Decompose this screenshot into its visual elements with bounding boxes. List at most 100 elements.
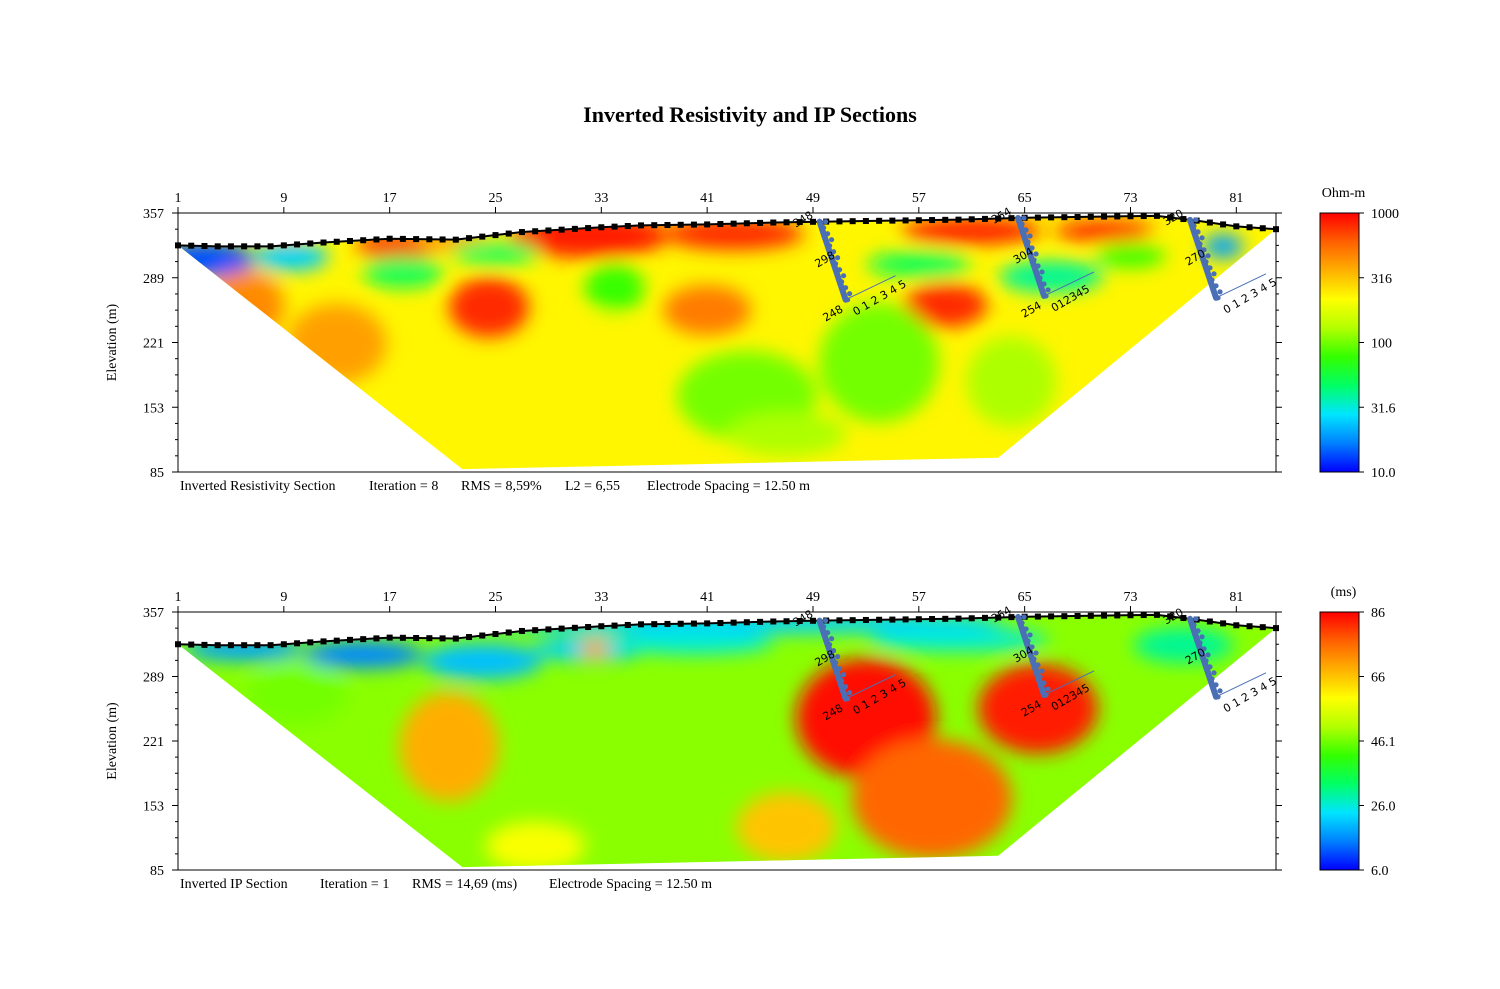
borehole-sample: [829, 636, 835, 642]
x-tick-label: 25: [488, 191, 502, 206]
y-tick-label: 221: [143, 337, 164, 352]
field-anomalies: [184, 614, 1234, 868]
electrode-marker: [704, 620, 711, 627]
y-tick-label: 357: [143, 207, 164, 222]
borehole-sample: [837, 267, 843, 273]
borehole-scale-line: [1043, 670, 1095, 696]
section-title: Inverted Resistivity Section: [180, 479, 336, 494]
borehole-sample: [1019, 620, 1025, 626]
electrode-marker: [942, 216, 949, 223]
electrode-marker: [664, 221, 671, 228]
rms-label: RMS = 14,69 (ms): [412, 877, 517, 892]
electrode-marker: [611, 223, 618, 230]
electrode-marker: [809, 617, 816, 624]
electrode-marker: [1008, 215, 1015, 222]
electrode-marker: [518, 627, 525, 634]
colorbar-unit: Ohm-m: [1322, 186, 1366, 201]
anomaly: [204, 270, 285, 341]
borehole-sample: [1027, 632, 1033, 638]
x-tick-label: 65: [1018, 191, 1032, 206]
colorbar-label: 26.0: [1371, 800, 1396, 815]
borehole-sample: [1207, 664, 1213, 670]
electrode-marker: [1087, 612, 1094, 619]
electrode-marker: [757, 219, 764, 226]
borehole-trace: [816, 617, 849, 702]
colorbar-unit: (ms): [1331, 585, 1357, 600]
electrode-marker: [638, 621, 645, 628]
colorbar-label: 316: [1371, 272, 1392, 287]
borehole-sample: [1035, 263, 1041, 269]
y-axis-label: Elevation (m): [105, 702, 120, 780]
borehole-sample: [1039, 668, 1045, 674]
electrode-marker: [267, 642, 274, 649]
electrode-marker: [1140, 612, 1147, 619]
borehole-sample: [1023, 626, 1029, 632]
electrode-marker: [955, 615, 962, 622]
x-tick-label: 73: [1123, 191, 1137, 206]
borehole-scale-line: [1215, 273, 1267, 299]
electrode-marker: [545, 626, 552, 633]
anomaly: [252, 242, 329, 271]
borehole-sample: [831, 249, 837, 255]
anomaly: [1095, 243, 1166, 268]
electrode-marker: [955, 216, 962, 223]
electrode-marker: [399, 634, 406, 641]
borehole-sample: [1025, 638, 1031, 644]
borehole-sample: [843, 285, 849, 291]
electrode-marker: [1034, 214, 1041, 221]
anomaly: [1203, 234, 1244, 259]
borehole-trace: [1015, 613, 1048, 698]
borehole-sample: [1021, 614, 1027, 620]
electrode-marker: [915, 616, 922, 623]
electrode-marker: [1061, 214, 1068, 221]
anomaly: [663, 217, 804, 250]
anomaly: [852, 738, 1013, 859]
electrode-marker: [333, 637, 340, 644]
electrode-marker: [770, 618, 777, 625]
borehole-sample: [831, 648, 837, 654]
anomaly: [561, 313, 642, 374]
borehole-sample: [1199, 235, 1205, 241]
electrode-marker: [836, 218, 843, 225]
electrode-marker: [1259, 624, 1266, 631]
borehole-sample: [835, 654, 841, 660]
anomaly: [819, 302, 940, 423]
anomaly: [901, 218, 1042, 245]
borehole-sample: [1201, 247, 1207, 253]
electrode-marker: [413, 236, 420, 243]
electrode-marker: [995, 614, 1002, 621]
borehole-trace: [1015, 214, 1048, 299]
x-tick-label: 81: [1229, 590, 1243, 605]
borehole-sample: [825, 630, 831, 636]
borehole-sample: [1029, 245, 1035, 251]
electrode-marker: [624, 223, 631, 230]
electrode-marker: [1153, 611, 1160, 618]
electrode-marker: [1008, 614, 1015, 621]
borehole-scale-line: [1043, 271, 1095, 297]
borehole-sample: [1199, 634, 1205, 640]
electrode-marker: [254, 642, 261, 649]
electrode-marker: [730, 220, 737, 227]
electrode-marker: [505, 230, 512, 237]
electrode-marker: [1273, 625, 1279, 632]
electrode-marker: [267, 243, 274, 250]
borehole-sample: [1209, 277, 1215, 283]
colorbar-label: 46.1: [1371, 735, 1396, 750]
anomaly: [451, 240, 540, 265]
electrode-marker: [704, 221, 711, 228]
borehole-sample: [1205, 253, 1211, 259]
electrode-marker: [479, 632, 486, 639]
borehole-sample: [1191, 223, 1197, 229]
borehole-trace: [1187, 216, 1220, 301]
electrode-marker: [902, 616, 909, 623]
x-tick-label: 33: [594, 590, 608, 605]
electrode-marker: [492, 631, 499, 638]
figure-title: Inverted Resistivity and IP Sections: [583, 102, 917, 127]
borehole-sample: [1031, 656, 1037, 662]
electrode-marker: [214, 243, 221, 250]
x-tick-label: 49: [806, 191, 820, 206]
electrode-marker: [320, 638, 327, 645]
electrode-marker: [770, 219, 777, 226]
borehole-sample: [1209, 676, 1215, 682]
borehole-sample: [835, 255, 841, 261]
